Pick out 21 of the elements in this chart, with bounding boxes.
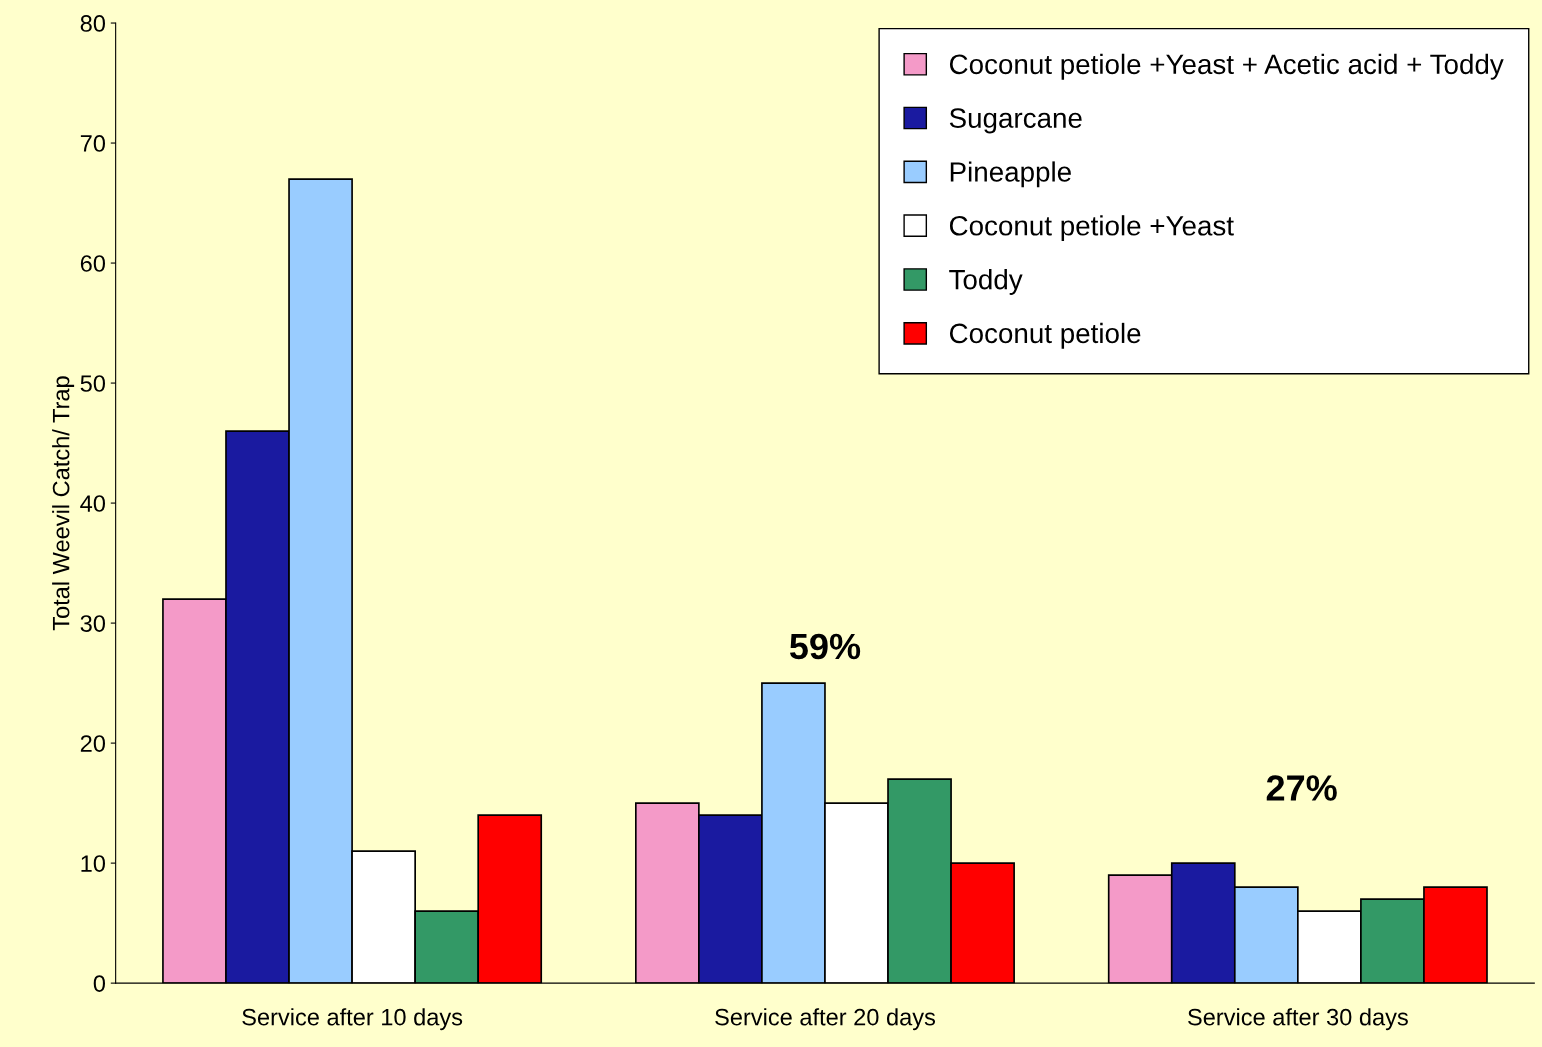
y-tick-label: 60 (80, 255, 106, 272)
x-tick-label: Service after 10 days (242, 1008, 463, 1031)
annotation: 59% (789, 633, 861, 660)
legend-label: Coconut petiole +Yeast + Acetic acid + Toddy (949, 53, 1504, 80)
legend-label: Coconut petiole (949, 322, 1141, 349)
y-tick-label: 40 (80, 495, 106, 512)
x-tick-label: Service after 20 days (715, 1008, 936, 1031)
y-tick-label: 20 (80, 735, 106, 752)
y-tick-label: 30 (80, 615, 106, 632)
y-tick-label: 70 (80, 135, 106, 152)
legend-label: Coconut petiole +Yeast (949, 215, 1234, 242)
legend-label: Toddy (949, 269, 1023, 295)
legend-label: Pineapple (950, 161, 1071, 188)
y-axis-title: Total Weevil Catch/ Trap (52, 376, 75, 631)
y-tick-label: 10 (81, 855, 106, 872)
y-tick-label: 80 (80, 15, 106, 32)
legend-label: Sugarcane (949, 108, 1082, 134)
y-tick-label: 0 (93, 975, 106, 992)
x-tick-label: Service after 30 days (1188, 1008, 1408, 1031)
y-tick-label: 50 (80, 375, 106, 392)
annotation: 27% (1266, 775, 1337, 801)
